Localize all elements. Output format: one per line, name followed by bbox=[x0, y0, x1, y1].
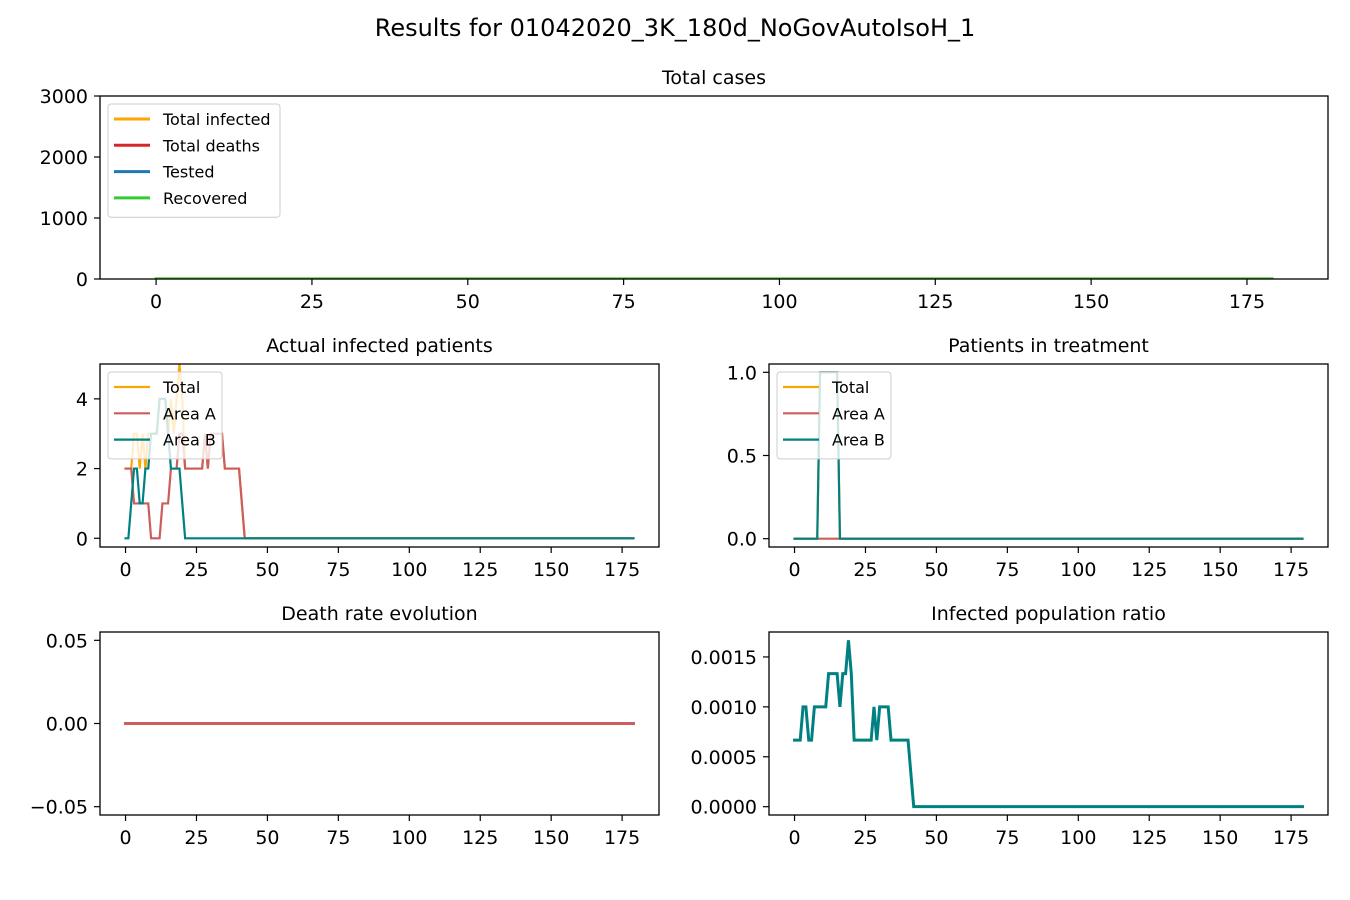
y-tick-label: 0.5 bbox=[727, 446, 757, 468]
y-tick-label: 0.0000 bbox=[691, 797, 757, 819]
legend-label-area-a: Area A bbox=[163, 404, 216, 423]
x-tick-label: 100 bbox=[391, 827, 427, 849]
x-tick-label: 50 bbox=[255, 559, 279, 581]
chart-infected-ratio: Infected population ratio 0 25 50 75 100 125 15… bbox=[691, 603, 1329, 849]
y-tick-label: 0 bbox=[76, 528, 88, 550]
x-tick-label: 75 bbox=[995, 827, 1019, 849]
y-tick-label: 0.0010 bbox=[691, 697, 757, 719]
x-tick-label: 175 bbox=[604, 827, 640, 849]
chart-title: Total cases bbox=[661, 67, 766, 89]
legend: Total infected Total deaths Tested Recovere… bbox=[107, 103, 281, 218]
legend-label-area-b: Area B bbox=[832, 431, 885, 450]
x-tick-label: 0 bbox=[788, 827, 800, 849]
chart-title: Infected population ratio bbox=[931, 603, 1166, 625]
legend-box bbox=[107, 371, 223, 460]
x-tick-label: 0 bbox=[150, 291, 162, 313]
chart-title: Death rate evolution bbox=[281, 603, 477, 625]
y-tick-label: 0 bbox=[76, 269, 88, 291]
legend-label-total: Total bbox=[162, 378, 200, 397]
y-tick-label: 2 bbox=[76, 459, 88, 481]
legend-label-total-infected: Total infected bbox=[162, 110, 271, 129]
x-tick-label: 150 bbox=[1202, 559, 1238, 581]
axes-frame bbox=[99, 363, 660, 548]
x-tick-label: 25 bbox=[184, 827, 208, 849]
x-tick-label: 0 bbox=[788, 559, 800, 581]
y-tick-label: 0.0 bbox=[727, 529, 757, 551]
x-tick-label: 75 bbox=[326, 559, 350, 581]
chart-death-rate: Death rate evolution 0 25 50 75 100 125 150 175 −… bbox=[30, 603, 660, 849]
axes-frame bbox=[768, 631, 1329, 816]
x-tick-label: 150 bbox=[1202, 827, 1238, 849]
x-tick-label: 75 bbox=[326, 827, 350, 849]
y-tick-label: −0.05 bbox=[30, 797, 88, 819]
chart-actual-infected: Actual infected patients 0 25 50 75 100 125 150… bbox=[76, 335, 660, 581]
legend-label-tested: Tested bbox=[162, 163, 215, 182]
x-tick-label: 25 bbox=[853, 559, 877, 581]
series-line-area-a bbox=[124, 432, 635, 540]
x-tick-label: 125 bbox=[1131, 559, 1167, 581]
x-tick-label: 100 bbox=[761, 291, 797, 313]
y-tick-label: 0.05 bbox=[46, 630, 88, 652]
x-tick-label: 25 bbox=[184, 559, 208, 581]
series-group bbox=[793, 640, 1304, 809]
x-tick-label: 125 bbox=[1131, 827, 1167, 849]
x-tick-label: 125 bbox=[462, 827, 498, 849]
x-tick-label: 150 bbox=[533, 559, 569, 581]
x-tick-label: 100 bbox=[1060, 559, 1096, 581]
x-tick-label: 125 bbox=[462, 559, 498, 581]
x-tick-label: 50 bbox=[924, 559, 948, 581]
figure-suptitle: Results for 01042020_3K_180d_NoGovAutoIs… bbox=[374, 14, 976, 42]
x-tick-label: 25 bbox=[853, 827, 877, 849]
x-tick-label: 100 bbox=[391, 559, 427, 581]
x-tick-label: 50 bbox=[456, 291, 480, 313]
x-tick-label: 175 bbox=[604, 559, 640, 581]
y-tick-label: 2000 bbox=[40, 147, 88, 169]
legend-label-total-deaths: Total deaths bbox=[162, 136, 260, 155]
y-tick-label: 0.00 bbox=[46, 714, 88, 736]
x-tick-label: 75 bbox=[612, 291, 636, 313]
y-tick-label: 1.0 bbox=[727, 362, 757, 384]
x-tick-label: 150 bbox=[533, 827, 569, 849]
y-tick-label: 4 bbox=[76, 389, 88, 411]
y-tick-label: 0.0005 bbox=[691, 747, 757, 769]
x-tick-label: 125 bbox=[917, 291, 953, 313]
y-tick-label: 1000 bbox=[40, 208, 88, 230]
chart-in-treatment: Patients in treatment 0 25 50 75 100 125 150 175… bbox=[727, 335, 1329, 581]
y-tick-label: 3000 bbox=[40, 86, 88, 108]
chart-total-cases: Total cases 0 25 50 75 100 125 150 175 0 1000 2000 3… bbox=[40, 67, 1329, 313]
x-tick-label: 50 bbox=[924, 827, 948, 849]
x-tick-label: 0 bbox=[119, 827, 131, 849]
axes-frame bbox=[99, 95, 1329, 280]
legend-box bbox=[776, 371, 892, 460]
x-tick-label: 75 bbox=[995, 559, 1019, 581]
legend-box bbox=[107, 103, 281, 218]
y-tick-label: 0.0015 bbox=[691, 647, 757, 669]
legend: Total Area A Area B bbox=[107, 371, 223, 460]
x-tick-label: 50 bbox=[255, 827, 279, 849]
legend-label-area-a: Area A bbox=[832, 404, 885, 423]
legend-label-total: Total bbox=[831, 378, 869, 397]
legend-label-recovered: Recovered bbox=[163, 189, 247, 208]
chart-title: Patients in treatment bbox=[948, 335, 1149, 357]
chart-title: Actual infected patients bbox=[266, 335, 492, 357]
x-tick-label: 175 bbox=[1273, 559, 1309, 581]
legend-label-area-b: Area B bbox=[163, 431, 216, 450]
x-tick-label: 100 bbox=[1060, 827, 1096, 849]
series-line-infected-ratio bbox=[793, 640, 1304, 809]
x-tick-label: 150 bbox=[1073, 291, 1109, 313]
x-tick-label: 25 bbox=[300, 291, 324, 313]
x-tick-label: 0 bbox=[119, 559, 131, 581]
x-tick-label: 175 bbox=[1229, 291, 1265, 313]
x-tick-label: 175 bbox=[1273, 827, 1309, 849]
legend: Total Area A Area B bbox=[776, 371, 892, 460]
